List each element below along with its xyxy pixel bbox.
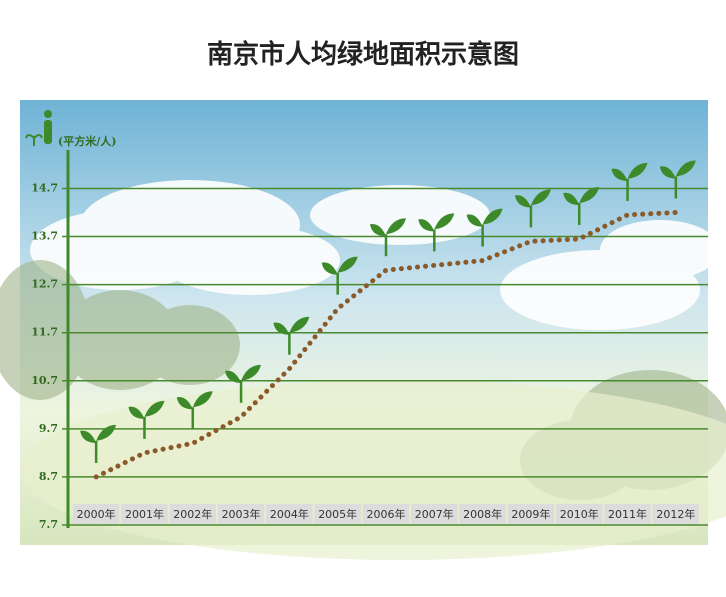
sprout [611,162,648,201]
sprout-leaf [627,162,648,179]
x-tick-label: 2009年 [511,507,550,521]
sprout [273,316,310,355]
sprout [176,391,213,430]
sprout-leaf [321,262,338,275]
sprout-leaf [241,364,262,381]
y-tick-label: 7.7 [39,518,58,531]
sprout [225,364,262,403]
category-box [604,504,651,524]
sprout [321,256,358,295]
sprout-leaf [466,214,483,227]
category-box [266,504,313,524]
sprout-leaf [434,213,455,230]
x-tick-label: 2011年 [608,507,647,521]
y-tick-label: 13.7 [31,230,58,243]
sprout-leaf [192,391,213,408]
sprout [659,160,696,199]
category-box [652,504,699,524]
clouds [30,180,720,330]
y-tick-label: 8.7 [39,470,58,483]
y-tick-label: 9.7 [39,422,58,435]
sprout [418,213,455,252]
y-unit: (平方米/人) [58,134,116,148]
category-box [121,504,168,524]
x-tick-label: 2001年 [125,507,164,521]
x-tick-label: 2000年 [77,507,116,521]
sprout [466,208,503,247]
sprout [514,189,551,228]
category-box [411,504,458,524]
category-box [556,504,603,524]
sprout-leaf [96,424,117,441]
x-tick-label: 2006年 [367,507,406,521]
sprout-leaf [675,160,696,177]
sprout-leaf [337,256,358,273]
category-box [217,504,265,524]
y-tick-label: 14.7 [31,181,58,194]
category-box [73,504,120,524]
sprout-leaf [225,370,242,383]
sprout [563,186,600,225]
sprout-leaf [514,195,531,208]
y-tick-label: 11.7 [31,326,58,339]
y-tick-label: 10.7 [31,374,58,387]
sprout-leaf [128,406,145,419]
sprout [80,424,117,463]
sprout-leaf [273,322,290,335]
category-box [459,504,506,524]
sprout [128,400,165,439]
sprout-leaf [176,397,193,410]
x-tick-label: 2008年 [463,507,502,521]
sprout-leaf [370,223,386,237]
category-box [362,504,410,524]
category-box [507,504,555,524]
unit-icon [25,110,52,146]
sprout-leaf [80,430,97,443]
data-line [93,210,679,480]
sprout-leaf [563,192,580,205]
category-box [314,504,361,524]
x-tick-label: 2010年 [560,507,599,521]
category-box [169,504,216,524]
sprout-leaf [579,186,600,203]
sprout-leaf [418,219,435,232]
sprout-leaf [530,189,551,206]
chart-title: 南京市人均绿地面积示意图 [207,39,519,70]
sprout-leaf [482,208,503,225]
sprout-leaf [289,316,310,333]
sprout-leaf [659,166,676,179]
x-tick-label: 2004年 [270,507,309,521]
x-tick-label: 2003年 [222,507,261,521]
x-tick-label: 2005年 [318,507,357,521]
x-tick-label: 2002年 [173,507,212,521]
y-tick-label: 12.7 [31,278,58,291]
sprout [370,218,406,257]
sprout-leaf [144,400,165,417]
x-tick-label: 2012年 [656,507,695,521]
sprout-leaf [611,168,628,181]
x-tick-label: 2007年 [415,507,454,521]
sprout-leaf [386,218,406,235]
